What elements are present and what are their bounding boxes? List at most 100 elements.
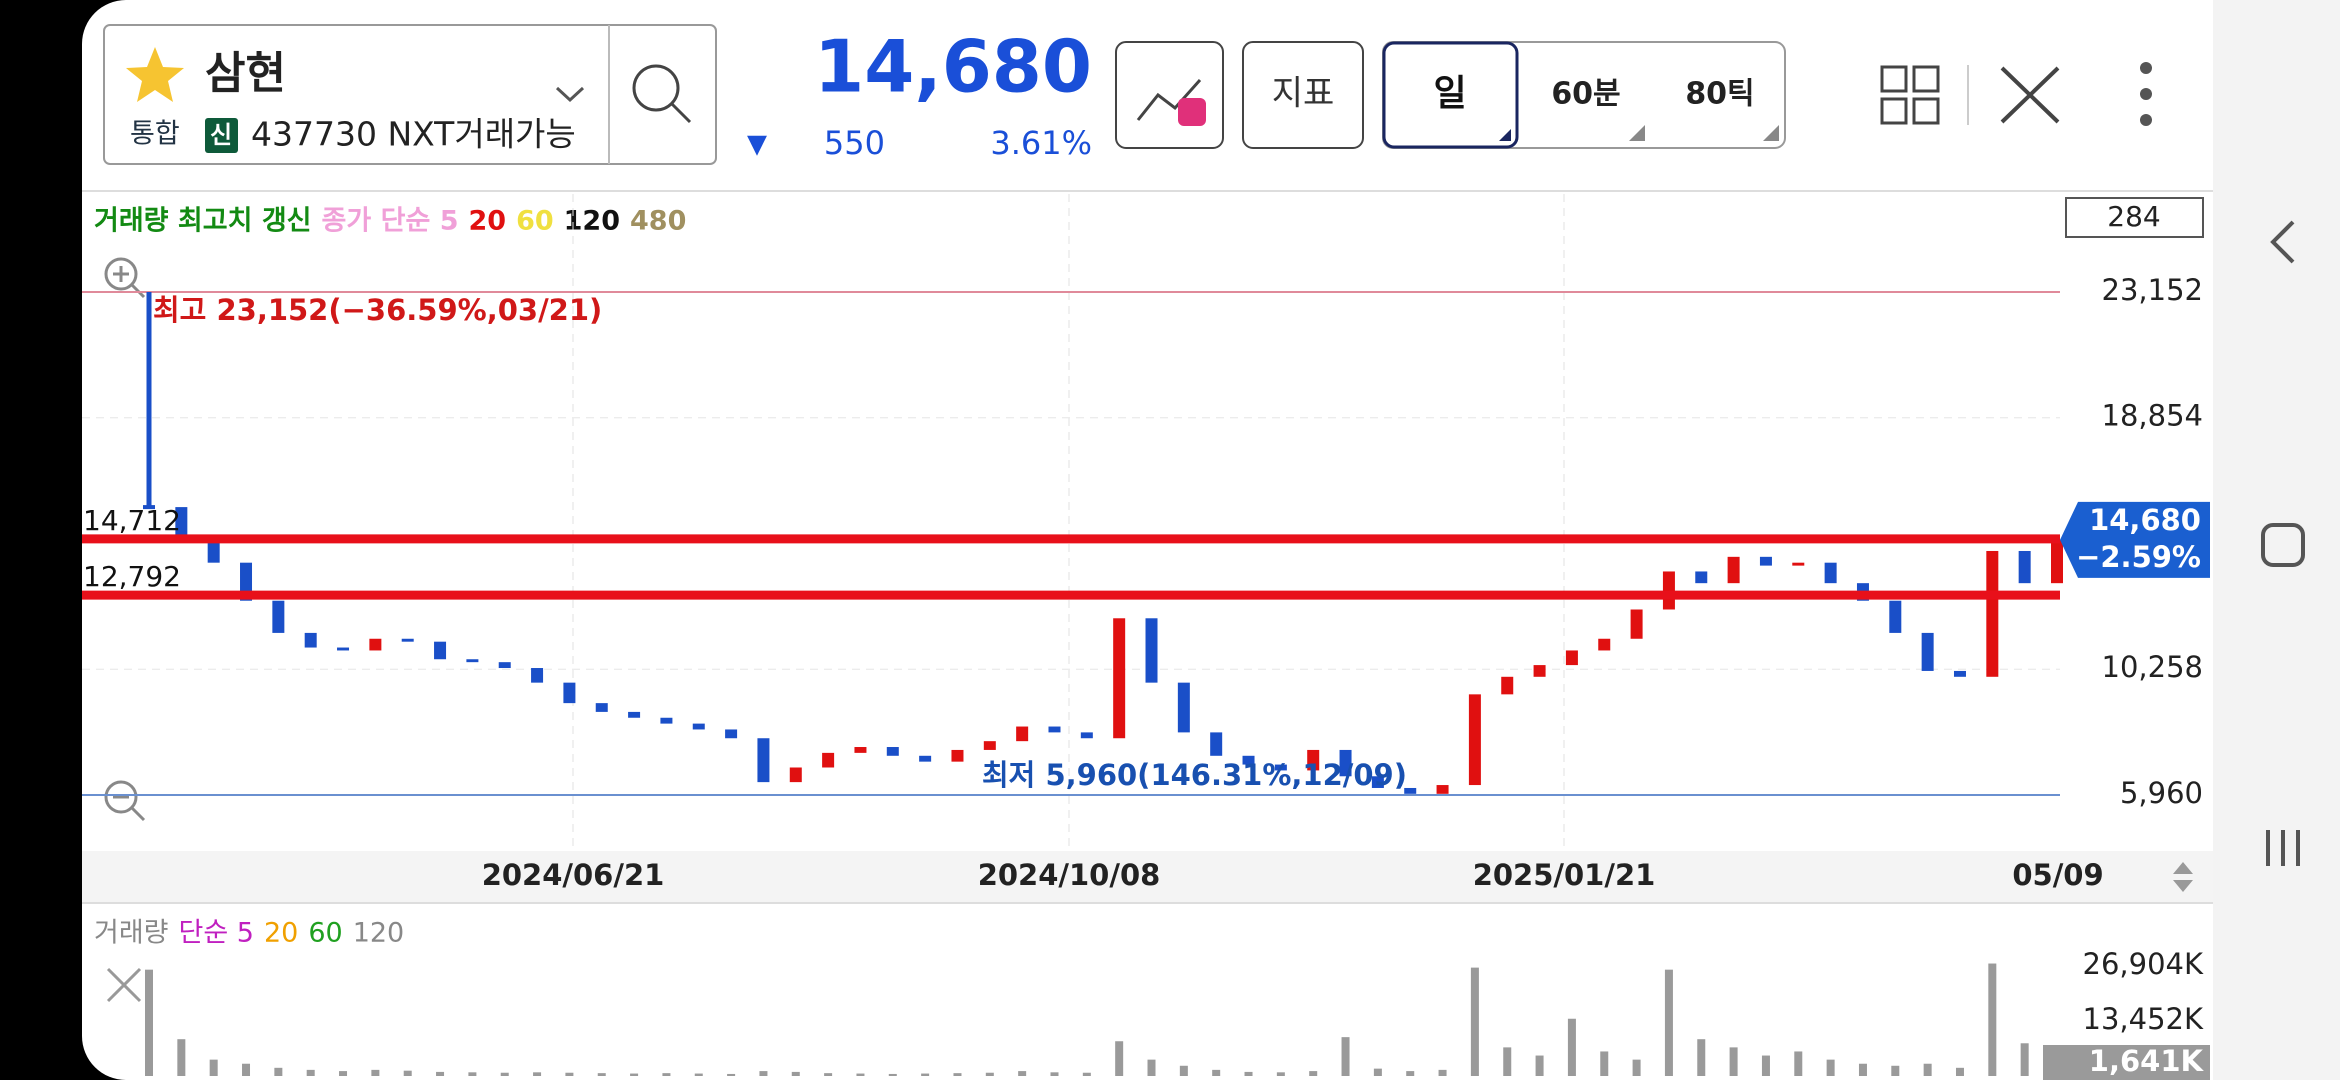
y-tick-label: 13,452K [2083, 1002, 2204, 1036]
volume-bar [1503, 1047, 1512, 1076]
scroll-arrows[interactable] [2173, 862, 2193, 892]
change-arrow: ▼ [747, 130, 767, 160]
y-tick-label: 26,904K [2083, 947, 2204, 981]
volume-bar [468, 1072, 477, 1076]
volume-bar [209, 1059, 218, 1076]
volume-bar [630, 1073, 639, 1076]
candle [1080, 732, 1093, 739]
volume-bar [791, 1071, 800, 1076]
legend-item: 120 [353, 918, 405, 949]
candle [369, 638, 382, 651]
volume-bar [436, 1071, 445, 1076]
volume-bar [1600, 1051, 1609, 1076]
candle [757, 738, 770, 783]
volume-bar [759, 1071, 768, 1076]
chart-type-button[interactable] [1115, 41, 1224, 149]
date-axis-band [82, 851, 2213, 903]
candle [175, 507, 188, 540]
legend-item: 60 [308, 918, 342, 949]
candle [1501, 676, 1514, 695]
period-day[interactable] [1382, 41, 1519, 149]
volume-bar [177, 1039, 186, 1076]
candle [1630, 609, 1643, 639]
indicator-button[interactable] [1242, 41, 1364, 149]
chart-icon [1136, 79, 1202, 121]
volume-bar [1406, 1071, 1415, 1076]
volume-bar [306, 1069, 315, 1076]
volume-bar [1858, 1063, 1867, 1076]
date-label: 2025/01/21 [1473, 858, 1656, 892]
tools-icon[interactable] [2000, 66, 2060, 124]
volume-bar [1955, 1067, 1964, 1076]
volume-bar [500, 1072, 509, 1076]
volume-bar [1115, 1041, 1124, 1076]
level-label: 12,792 [83, 560, 181, 593]
candle [1662, 571, 1675, 610]
volume-bar [1794, 1051, 1803, 1076]
period-tick-label[interactable]: 80틱 [1685, 77, 1754, 112]
volume-bar [371, 1069, 380, 1076]
price-tag [2060, 501, 2210, 578]
date-label: 2024/10/08 [978, 858, 1161, 892]
search-box[interactable] [103, 24, 717, 165]
zoom-out[interactable] [104, 780, 146, 822]
stock-code: 437730 NXT거래가능 [251, 115, 576, 154]
period-day-label: 일 [1433, 73, 1466, 114]
candle [466, 659, 479, 663]
candle [983, 741, 996, 750]
dropdown[interactable] [555, 86, 585, 103]
count-box [2065, 197, 2204, 238]
layout-icon[interactable] [1880, 65, 1940, 125]
candle [595, 703, 608, 712]
candle [628, 711, 641, 718]
badge: 신 [210, 121, 232, 149]
volume-bar [1018, 1071, 1027, 1076]
candle [304, 632, 317, 648]
nav-home[interactable] [2261, 523, 2305, 567]
menu-icon[interactable] [2140, 62, 2152, 126]
candle [1210, 732, 1223, 756]
nav-recent[interactable] [2266, 830, 2300, 866]
candle [1759, 556, 1772, 566]
stock-name: 삼현 [205, 48, 286, 99]
volume-bar [1276, 1072, 1285, 1076]
candle [1307, 749, 1320, 771]
y-tick-label: 18,854 [2102, 399, 2203, 433]
high-label: 최고 23,152(−36.59%,03/21) [153, 293, 602, 327]
volume-bar [274, 1067, 283, 1076]
volume-bar [985, 1072, 994, 1076]
volume-bar [403, 1070, 412, 1076]
candle [1274, 764, 1287, 771]
play-icon [1178, 98, 1206, 126]
candle [207, 539, 220, 563]
candle [1242, 755, 1255, 765]
indicator-label: 지표 [1272, 74, 1335, 114]
change: 550 [824, 124, 885, 162]
candle [1792, 562, 1805, 566]
price-tag-change: −2.59% [2076, 540, 2201, 574]
candle [1048, 726, 1061, 733]
period-60-label[interactable]: 60분 [1551, 77, 1620, 112]
candle [1986, 550, 1999, 677]
nav-back[interactable] [2270, 220, 2295, 264]
volume-bar [1923, 1063, 1932, 1076]
badge-box [205, 118, 238, 153]
volume-bar [2020, 1043, 2029, 1076]
volume-bar [145, 969, 153, 1076]
volume-bar [1438, 1069, 1447, 1076]
price: 14,680 [814, 25, 1092, 109]
volume-bar [1664, 969, 1673, 1076]
favorite-star[interactable] [126, 47, 184, 102]
candle [1727, 556, 1740, 584]
change-rate: 3.61% [990, 124, 1092, 162]
search-icon[interactable] [632, 64, 692, 124]
volume-tag [2043, 1045, 2210, 1080]
close-volume[interactable] [106, 967, 142, 1003]
candle [951, 749, 964, 762]
level-label: 14,712 [83, 504, 181, 537]
legend-item: 종가 단순 5 [322, 206, 459, 237]
legend-item: 20 [468, 206, 506, 237]
candle [1598, 638, 1611, 651]
volume-bar [694, 1073, 703, 1076]
